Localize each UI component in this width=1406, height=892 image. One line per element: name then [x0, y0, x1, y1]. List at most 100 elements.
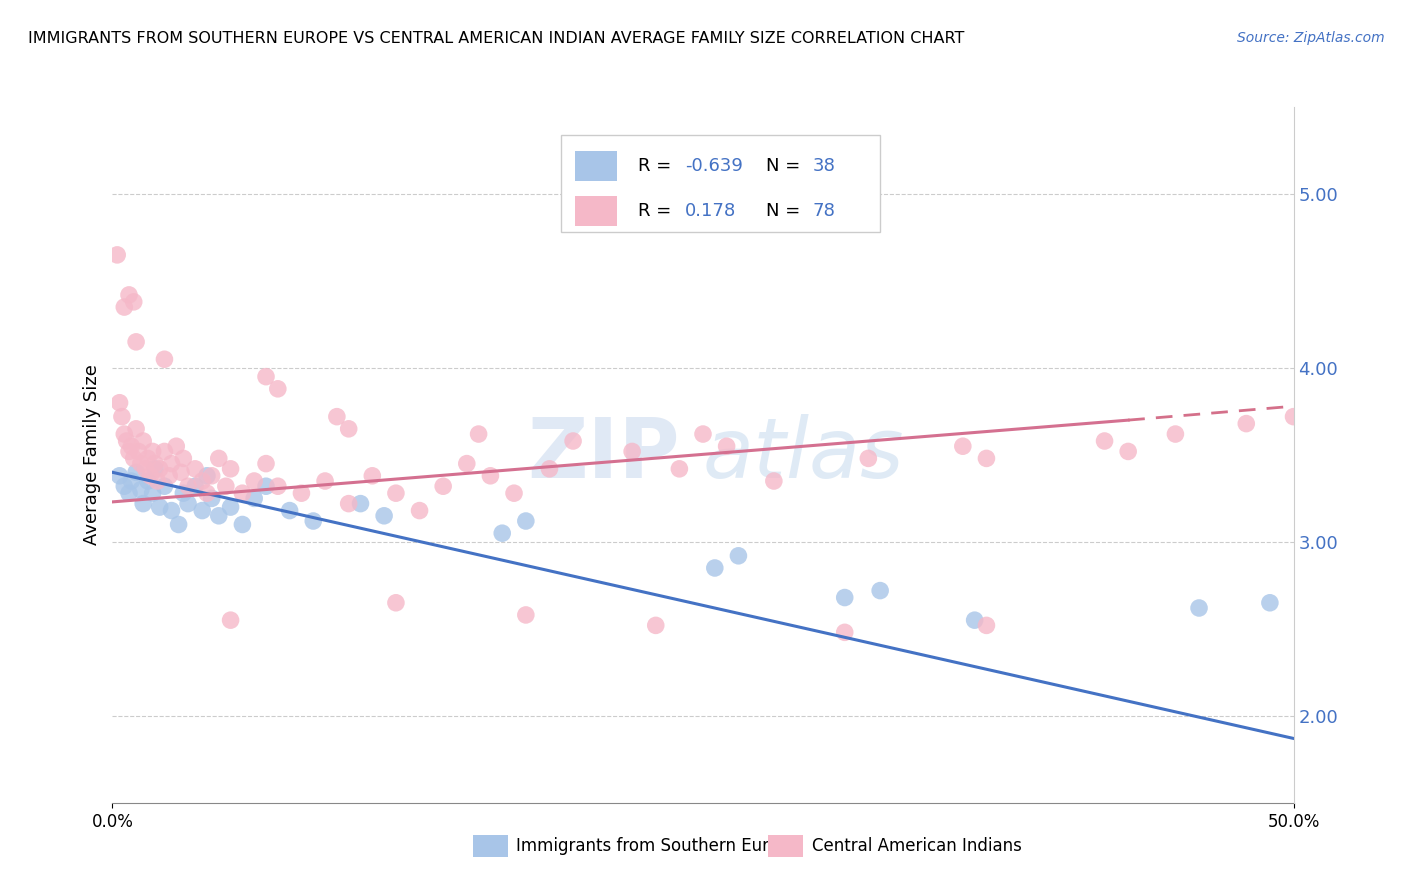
Point	[125, 466, 148, 480]
FancyBboxPatch shape	[768, 835, 803, 857]
Point	[136, 451, 159, 466]
Point	[231, 517, 253, 532]
Point	[146, 474, 169, 488]
FancyBboxPatch shape	[561, 135, 880, 232]
Point	[201, 491, 224, 506]
Point	[165, 439, 187, 453]
Text: R =: R =	[638, 157, 678, 175]
Text: Immigrants from Southern Europe: Immigrants from Southern Europe	[516, 837, 800, 855]
Point	[122, 294, 145, 309]
Point	[290, 486, 312, 500]
Point	[195, 486, 218, 500]
Point	[115, 434, 138, 448]
Point	[408, 503, 430, 517]
Text: Source: ZipAtlas.com: Source: ZipAtlas.com	[1237, 31, 1385, 45]
Point	[172, 486, 194, 500]
Point	[215, 479, 238, 493]
Point	[1094, 434, 1116, 448]
Point	[562, 434, 585, 448]
Point	[118, 444, 141, 458]
Point	[142, 444, 165, 458]
Point	[208, 451, 231, 466]
Point	[503, 486, 526, 500]
Point	[243, 474, 266, 488]
Point	[515, 607, 537, 622]
Text: 78: 78	[813, 202, 835, 219]
Point	[1258, 596, 1281, 610]
Point	[432, 479, 454, 493]
Point	[219, 500, 242, 514]
Point	[834, 591, 856, 605]
Point	[108, 395, 131, 409]
Point	[153, 444, 176, 458]
Point	[208, 508, 231, 523]
Point	[120, 474, 142, 488]
Point	[621, 444, 644, 458]
Point	[153, 479, 176, 493]
Point	[1116, 444, 1139, 458]
Point	[184, 462, 207, 476]
Text: Central American Indians: Central American Indians	[811, 837, 1022, 855]
Point	[143, 462, 166, 476]
Point	[177, 479, 200, 493]
Point	[314, 474, 336, 488]
Point	[976, 618, 998, 632]
FancyBboxPatch shape	[575, 195, 617, 227]
Point	[278, 503, 301, 517]
Point	[160, 457, 183, 471]
Point	[254, 457, 277, 471]
Point	[127, 444, 149, 458]
Point	[120, 439, 142, 453]
Point	[160, 503, 183, 517]
Point	[515, 514, 537, 528]
Point	[105, 248, 128, 262]
Point	[122, 451, 145, 466]
Point	[139, 468, 162, 483]
Point	[337, 497, 360, 511]
Point	[302, 514, 325, 528]
Point	[952, 439, 974, 453]
Point	[869, 583, 891, 598]
FancyBboxPatch shape	[575, 151, 617, 181]
Point	[361, 468, 384, 483]
Point	[129, 483, 152, 497]
Point	[716, 439, 738, 453]
Point	[136, 474, 159, 488]
Point	[125, 422, 148, 436]
FancyBboxPatch shape	[472, 835, 508, 857]
Point	[692, 427, 714, 442]
Point	[326, 409, 349, 424]
Point	[111, 409, 134, 424]
Text: IMMIGRANTS FROM SOUTHERN EUROPE VS CENTRAL AMERICAN INDIAN AVERAGE FAMILY SIZE C: IMMIGRANTS FROM SOUTHERN EUROPE VS CENTR…	[28, 31, 965, 46]
Point	[118, 486, 141, 500]
Point	[112, 427, 135, 442]
Point	[170, 466, 193, 480]
Point	[219, 462, 242, 476]
Text: N =: N =	[766, 202, 806, 219]
Point	[125, 334, 148, 349]
Point	[167, 517, 190, 532]
Point	[201, 468, 224, 483]
Point	[834, 625, 856, 640]
Point	[1234, 417, 1257, 431]
Text: N =: N =	[766, 157, 806, 175]
Point	[254, 479, 277, 493]
Point	[491, 526, 513, 541]
Point	[963, 613, 986, 627]
Point	[1164, 427, 1187, 442]
Point	[644, 618, 666, 632]
Point	[858, 451, 880, 466]
Point	[243, 491, 266, 506]
Text: atlas: atlas	[703, 415, 904, 495]
Point	[157, 468, 180, 483]
Point	[456, 457, 478, 471]
Point	[142, 486, 165, 500]
Point	[267, 382, 290, 396]
Point	[373, 508, 395, 523]
Point	[177, 497, 200, 511]
Point	[153, 352, 176, 367]
Text: -0.639: -0.639	[685, 157, 744, 175]
Point	[385, 596, 408, 610]
Y-axis label: Average Family Size: Average Family Size	[83, 365, 101, 545]
Point	[149, 462, 172, 476]
